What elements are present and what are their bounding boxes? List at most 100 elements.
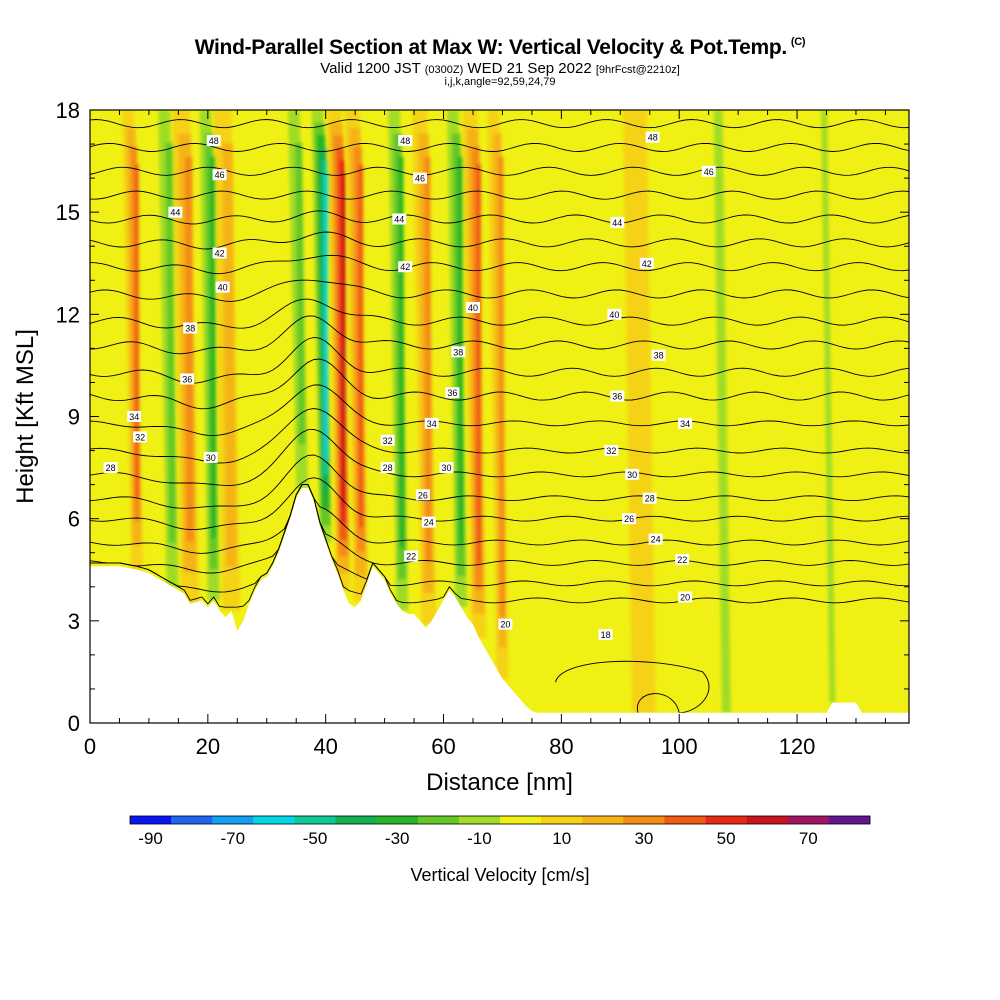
contour-label-text: 34 [680, 419, 690, 429]
y-tick-label: 18 [56, 98, 80, 123]
colorbar-swatch [582, 816, 624, 824]
contour-label-text: 40 [609, 310, 619, 320]
contour-label-text: 36 [447, 388, 457, 398]
contour-label: 42 [398, 261, 413, 273]
contour-label-box [678, 417, 693, 429]
contour-label-box [168, 206, 183, 218]
contour-label-text: 32 [606, 446, 616, 456]
colorbar-swatch [417, 816, 460, 824]
contour-label-text: 40 [218, 283, 228, 293]
x-tick-label: 100 [661, 734, 698, 759]
contour-label-box [203, 451, 218, 463]
contour-label: 44 [610, 216, 625, 228]
contour-label-text: 22 [677, 555, 687, 565]
contour-label-text: 22 [406, 552, 416, 562]
contour-label: 38 [451, 346, 466, 358]
isentrope-line [90, 315, 909, 355]
velocity-level [184, 156, 194, 542]
colorbar-tick-label: 70 [799, 829, 818, 848]
isentrope-line [90, 231, 909, 250]
contour-label-box [398, 261, 413, 273]
velocity-level [358, 164, 364, 528]
contour-label: 34 [127, 411, 142, 422]
contour-labels: 48 46 44 42 40 38 36 34 32 30 28 48 46 44 42 40 38 36 34 32… [103, 131, 716, 640]
contour-label: 46 [212, 169, 227, 181]
isentrope-line [90, 484, 909, 593]
contour-label: 30 [625, 468, 640, 480]
contour-label-box [398, 135, 413, 147]
contour-label: 26 [622, 513, 637, 525]
contour-label-text: 38 [654, 351, 664, 361]
isentrope-line [90, 358, 909, 410]
colorbar-swatch [746, 816, 789, 824]
velocity-level [134, 164, 140, 498]
contour-label: 36 [610, 390, 625, 402]
contour-label-box [607, 308, 622, 320]
contour-label-text: 46 [704, 167, 714, 177]
contour-label-text: 30 [627, 470, 637, 480]
x-tick-label: 40 [313, 734, 337, 759]
contour-label: 32 [604, 445, 619, 457]
contour-label-box [206, 135, 221, 147]
contour-label: 24 [421, 516, 436, 528]
contour-label: 18 [598, 629, 613, 640]
contour-label-box [451, 346, 466, 358]
chart-title: Wind-Parallel Section at Max W: Vertical… [194, 36, 806, 59]
contour-label-text: 34 [129, 412, 139, 422]
isentrope-line [90, 298, 909, 329]
contour-label: 26 [415, 489, 430, 501]
contour-label: 28 [103, 462, 118, 474]
contour-label-text: 26 [418, 490, 428, 500]
contour-label-box [380, 434, 395, 446]
contour-label-box [622, 513, 637, 525]
colorbar-swatch [705, 816, 747, 824]
contour-label-text: 44 [170, 208, 180, 218]
contour-label-box [413, 172, 427, 184]
contour-label-box [648, 533, 663, 545]
colorbar-tick-label: -90 [138, 829, 163, 848]
contour-label-text: 24 [651, 535, 661, 545]
velocity-band [388, 110, 409, 611]
colorbar-frame [129, 815, 871, 825]
contour-label-box [625, 468, 640, 480]
x-tick-label: 0 [84, 734, 96, 759]
y-axis-title: Height [Kft MSL] [12, 329, 39, 504]
x-tick-label: 60 [431, 734, 455, 759]
contour-label: 30 [203, 451, 218, 463]
contour-label-box [392, 213, 407, 225]
colorbar-tick-label: 30 [634, 829, 653, 848]
colorbar-swatch [664, 816, 706, 824]
contour-label-box [404, 550, 419, 562]
isentrope-line [90, 454, 909, 509]
isentrope-line [90, 190, 909, 200]
contour-label: 40 [466, 302, 480, 313]
contour-label-text: 42 [400, 262, 410, 272]
contour-label-box [610, 216, 625, 228]
colorbar-swatch [335, 816, 377, 824]
velocity-level [821, 110, 836, 703]
velocity-level [295, 142, 306, 445]
contour-label-box [678, 591, 693, 603]
contour-label-box [127, 411, 142, 422]
contour-label-box [639, 257, 654, 269]
colorbar-tick-label: 10 [552, 829, 571, 848]
isentrope-line [90, 119, 909, 129]
contour-label-box [133, 431, 148, 443]
contour-label-box [675, 554, 690, 565]
contour-label-box [445, 387, 460, 399]
contour-label-text: 42 [642, 259, 652, 269]
contour-label-text: 20 [680, 593, 690, 603]
contour-label: 28 [642, 492, 657, 504]
contour-label: 36 [180, 373, 195, 385]
contour-label-text: 36 [182, 375, 192, 385]
colorbar-swatch [623, 816, 665, 824]
contour-label-box [180, 373, 195, 385]
contour-label-text: 44 [394, 215, 404, 225]
contour-label: 46 [413, 172, 427, 184]
contour-label-text: 48 [209, 136, 219, 146]
y-tick-label: 15 [56, 200, 80, 225]
contour-label: 42 [212, 247, 227, 259]
contour-label: 28 [380, 462, 395, 474]
contour-label-text: 38 [453, 347, 463, 357]
